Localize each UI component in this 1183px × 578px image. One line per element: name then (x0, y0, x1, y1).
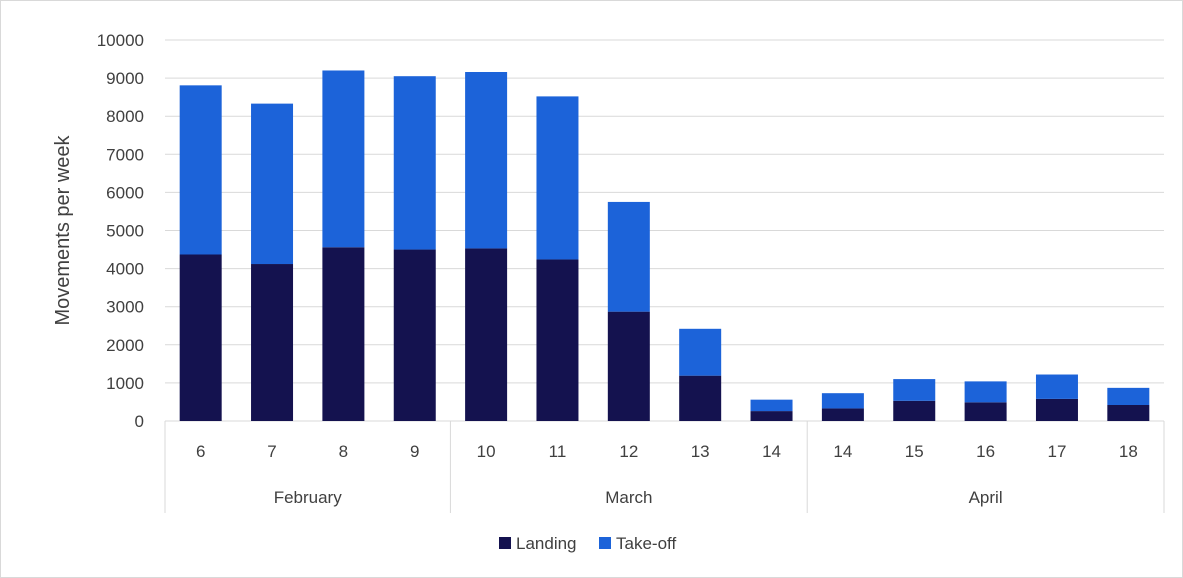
y-tick-label: 9000 (106, 69, 144, 88)
bar-take-off (965, 381, 1007, 402)
y-tick-label: 5000 (106, 222, 144, 241)
x-tick-label: 15 (905, 442, 924, 461)
bar-take-off (180, 85, 222, 254)
bar-landing (965, 402, 1007, 421)
bar-landing (608, 312, 650, 421)
x-tick-label: 9 (410, 442, 419, 461)
x-tick-label: 17 (1048, 442, 1067, 461)
x-group-label: April (969, 488, 1003, 507)
x-tick-label: 8 (339, 442, 348, 461)
x-tick-label: 14 (833, 442, 852, 461)
y-tick-label: 2000 (106, 336, 144, 355)
bar-take-off (751, 400, 793, 411)
bar-take-off (394, 76, 436, 249)
y-tick-label: 6000 (106, 183, 144, 202)
bar-take-off (822, 393, 864, 408)
bar-landing (1107, 405, 1149, 421)
bar-take-off (465, 72, 507, 248)
bar-landing (1036, 399, 1078, 421)
bar-take-off (679, 329, 721, 376)
x-tick-label: 12 (619, 442, 638, 461)
x-tick-label: 14 (762, 442, 781, 461)
x-group-label: February (274, 488, 343, 507)
bar-landing (394, 250, 436, 421)
bar-landing (893, 401, 935, 421)
bar-landing (751, 411, 793, 421)
x-tick-label: 11 (549, 442, 567, 461)
x-tick-label: 7 (267, 442, 276, 461)
x-tick-label: 16 (976, 442, 995, 461)
x-tick-label: 6 (196, 442, 205, 461)
y-axis-title: Movements per week (52, 134, 74, 325)
y-tick-label: 10000 (97, 31, 144, 50)
x-tick-label: 13 (691, 442, 710, 461)
bar-landing (536, 259, 578, 421)
y-tick-label: 1000 (106, 374, 144, 393)
legend-label-take-off: Take-off (616, 534, 676, 553)
legend-swatch-landing (499, 537, 511, 549)
bar-landing (251, 264, 293, 421)
y-tick-label: 0 (135, 412, 144, 431)
legend-label-landing: Landing (516, 534, 577, 553)
bar-landing (465, 248, 507, 421)
x-tick-label: 10 (477, 442, 496, 461)
bar-take-off (893, 379, 935, 401)
bar-take-off (322, 70, 364, 247)
bar-take-off (1036, 375, 1078, 399)
bar-take-off (536, 96, 578, 259)
bar-take-off (608, 202, 650, 312)
bar-take-off (251, 104, 293, 264)
bar-landing (180, 255, 222, 421)
x-tick-label: 18 (1119, 442, 1138, 461)
bar-landing (679, 376, 721, 421)
y-tick-label: 8000 (106, 107, 144, 126)
bar-landing (822, 408, 864, 421)
bar-take-off (1107, 388, 1149, 405)
y-tick-label: 7000 (106, 145, 144, 164)
x-group-label: March (605, 488, 652, 507)
legend-swatch-take-off (599, 537, 611, 549)
y-tick-label: 4000 (106, 260, 144, 279)
y-tick-label: 3000 (106, 298, 144, 317)
bar-landing (322, 247, 364, 421)
